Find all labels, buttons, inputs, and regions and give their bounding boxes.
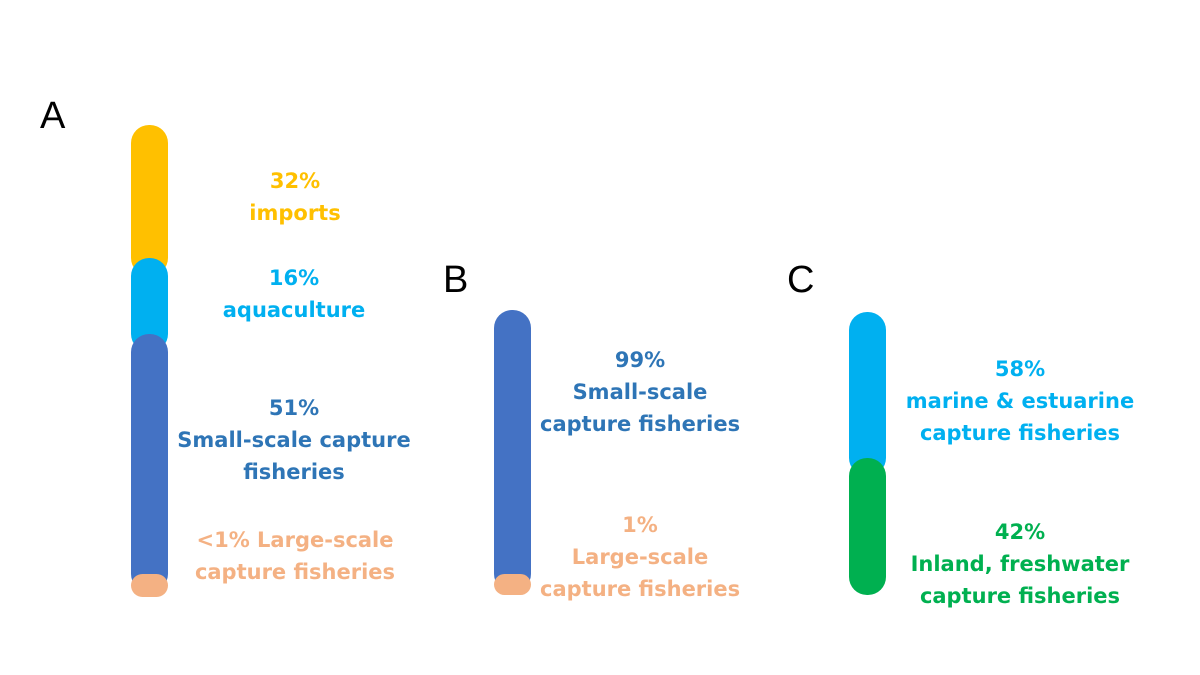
label-aquaculture-pct: 16% [268,266,320,290]
label-inland-pct: 42% [994,520,1046,544]
label-aquaculture-name: aquaculture [222,298,366,322]
label-a-small-scale-pct: 51% [268,396,320,420]
label-a-small-scale-line2: fisheries [243,460,345,484]
label-a-large-scale-pct: <1% Large-scale [196,528,394,552]
label-b-large-scale: 1% Large-scale capture fisheries [540,509,740,605]
bar-segment-b-1 [494,574,531,595]
bar-segment-a-2 [131,333,168,593]
label-b-small-scale-pct: 99% [614,348,666,372]
label-a-large-scale-line1: capture fisheries [194,560,396,584]
bar-segment-c-1 [849,458,886,595]
label-b-large-scale-line1: Large-scale [571,545,709,569]
label-marine-line2: capture fisheries [919,421,1121,445]
label-inland-line1: Inland, freshwater [910,552,1130,576]
label-marine: 58% marine & estuarine capture fisheries [900,353,1140,449]
label-imports-name: imports [249,201,341,225]
label-inland: 42% Inland, freshwater capture fisheries [900,516,1140,612]
bar-segment-b-0 [494,310,531,593]
label-imports-pct: 32% [269,169,321,193]
label-a-small-scale: 51% Small-scale capture fisheries [164,392,424,488]
label-inland-line2: capture fisheries [919,584,1121,608]
label-marine-line1: marine & estuarine [905,389,1135,413]
panel-letter-b: B [443,259,469,301]
panel-letter-c: C [787,259,815,301]
label-marine-pct: 58% [994,357,1046,381]
label-b-small-scale-line2: capture fisheries [540,412,741,436]
label-b-large-scale-line2: capture fisheries [540,577,741,601]
bar-segment-a-3 [131,574,168,597]
label-b-small-scale: 99% Small-scale capture fisheries [540,344,740,440]
bar-segment-c-0 [849,312,886,477]
label-b-large-scale-pct: 1% [622,513,658,537]
panel-letter-a: A [40,95,66,137]
label-a-large-scale: <1% Large-scale capture fisheries [175,524,415,588]
bar-segment-a-0 [131,125,168,277]
label-b-small-scale-line1: Small-scale [572,380,708,404]
label-imports: 32% imports [195,165,395,229]
label-a-small-scale-line1: Small-scale capture [177,428,411,452]
label-aquaculture: 16% aquaculture [194,262,394,326]
